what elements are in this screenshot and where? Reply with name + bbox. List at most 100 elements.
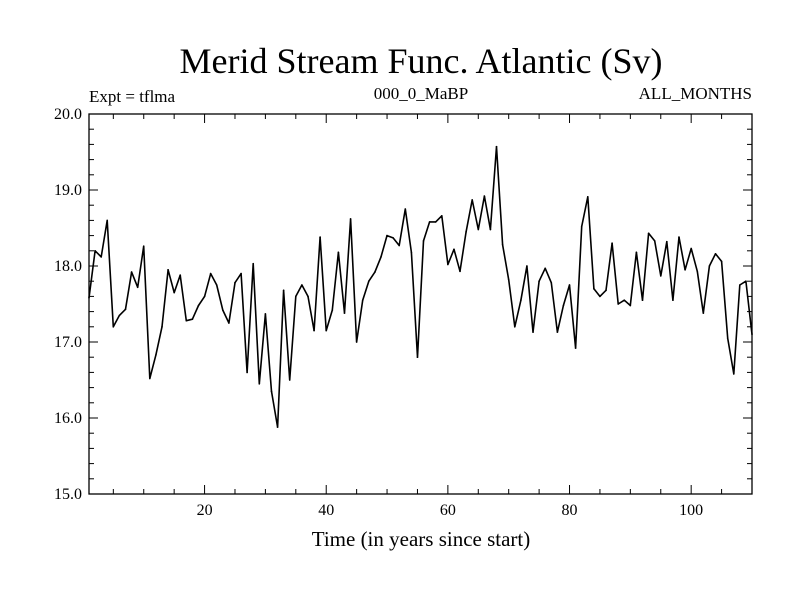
x-tick-label: 40 [318, 502, 334, 519]
data-point [635, 251, 638, 254]
data-point [672, 299, 674, 302]
data-point [562, 304, 565, 307]
series-line [88, 145, 753, 428]
data-point [355, 341, 358, 343]
data-point [617, 303, 619, 305]
data-point [209, 272, 212, 275]
data-point [197, 304, 200, 307]
data-point [331, 309, 334, 311]
data-point [361, 299, 364, 302]
data-point [605, 289, 607, 292]
data-point [228, 322, 230, 324]
x-tick-labels: 20 40 60 80 100 [197, 502, 704, 519]
data-point [130, 271, 133, 273]
data-point [112, 326, 115, 328]
data-point [623, 299, 626, 302]
series-group [88, 145, 753, 428]
data-point [179, 274, 182, 276]
data-point [501, 243, 504, 246]
data-point [690, 247, 692, 250]
data-point [380, 256, 382, 258]
data-point [349, 218, 352, 220]
data-point [550, 281, 553, 284]
data-point [173, 291, 175, 294]
data-point [629, 304, 632, 307]
data-point [465, 231, 467, 233]
data-point [288, 379, 291, 381]
data-point [574, 347, 577, 349]
y-tick-label: 15.0 [54, 486, 82, 503]
data-point [136, 286, 139, 289]
x-tick-label: 20 [197, 502, 213, 519]
data-point [513, 326, 516, 328]
data-point [714, 253, 717, 255]
data-point [659, 275, 662, 277]
x-tick-label: 80 [562, 502, 578, 519]
data-point [647, 232, 650, 235]
data-point [708, 265, 711, 267]
data-point [367, 280, 370, 283]
y-tick-labels: 15.0 16.0 17.0 18.0 19.0 20.0 [54, 106, 82, 503]
data-point [258, 383, 261, 385]
data-point [295, 295, 297, 298]
data-point [301, 284, 303, 286]
data-point [404, 208, 407, 210]
data-point [471, 199, 474, 201]
data-point [453, 248, 455, 251]
data-point [106, 219, 109, 222]
data-point [684, 269, 686, 271]
data-point [702, 312, 705, 314]
data-point [568, 284, 571, 286]
data-point [142, 245, 145, 248]
data-point [520, 299, 522, 302]
data-point [386, 234, 388, 237]
x-tick-label: 60 [440, 502, 456, 519]
y-tick-label: 19.0 [54, 182, 82, 199]
data-point [641, 299, 644, 302]
data-point [124, 308, 127, 311]
y-tick-label: 20.0 [54, 106, 82, 123]
data-point [252, 262, 255, 265]
plot-frame [88, 113, 753, 495]
subtitle-expt: Expt = tflma [89, 87, 176, 106]
data-point [410, 251, 413, 254]
data-point [720, 260, 723, 263]
data-point [696, 270, 699, 273]
data-point [440, 215, 443, 217]
data-point [732, 373, 735, 375]
data-point [222, 309, 224, 311]
x-axis-label: Time (in years since start) [312, 527, 531, 551]
y-tick-label: 16.0 [54, 410, 82, 427]
data-point [94, 250, 96, 252]
data-point [374, 271, 376, 273]
data-point [234, 281, 236, 284]
data-point [586, 196, 589, 198]
data-point [483, 195, 486, 197]
chart-title: Merid Stream Func. Atlantic (Sv) [180, 41, 663, 81]
data-point [264, 313, 267, 315]
data-point [507, 278, 510, 281]
data-point [203, 295, 206, 298]
data-point [726, 337, 729, 340]
data-point [149, 377, 151, 380]
data-point [343, 312, 346, 314]
data-point [270, 390, 273, 393]
data-point [495, 145, 498, 148]
data-point [325, 329, 328, 332]
data-point [751, 333, 753, 336]
data-point [118, 314, 121, 317]
data-point [459, 270, 461, 273]
subtitle-period: 000_0_MaBP [374, 84, 468, 103]
data-point [422, 240, 425, 242]
data-point [538, 280, 540, 283]
data-point [215, 284, 218, 286]
data-point [100, 256, 102, 258]
data-point [337, 251, 340, 254]
data-point [593, 288, 595, 290]
data-point [161, 326, 163, 328]
data-point [185, 319, 188, 322]
data-point [745, 280, 747, 283]
data-point [282, 289, 285, 292]
data-point [556, 331, 559, 333]
